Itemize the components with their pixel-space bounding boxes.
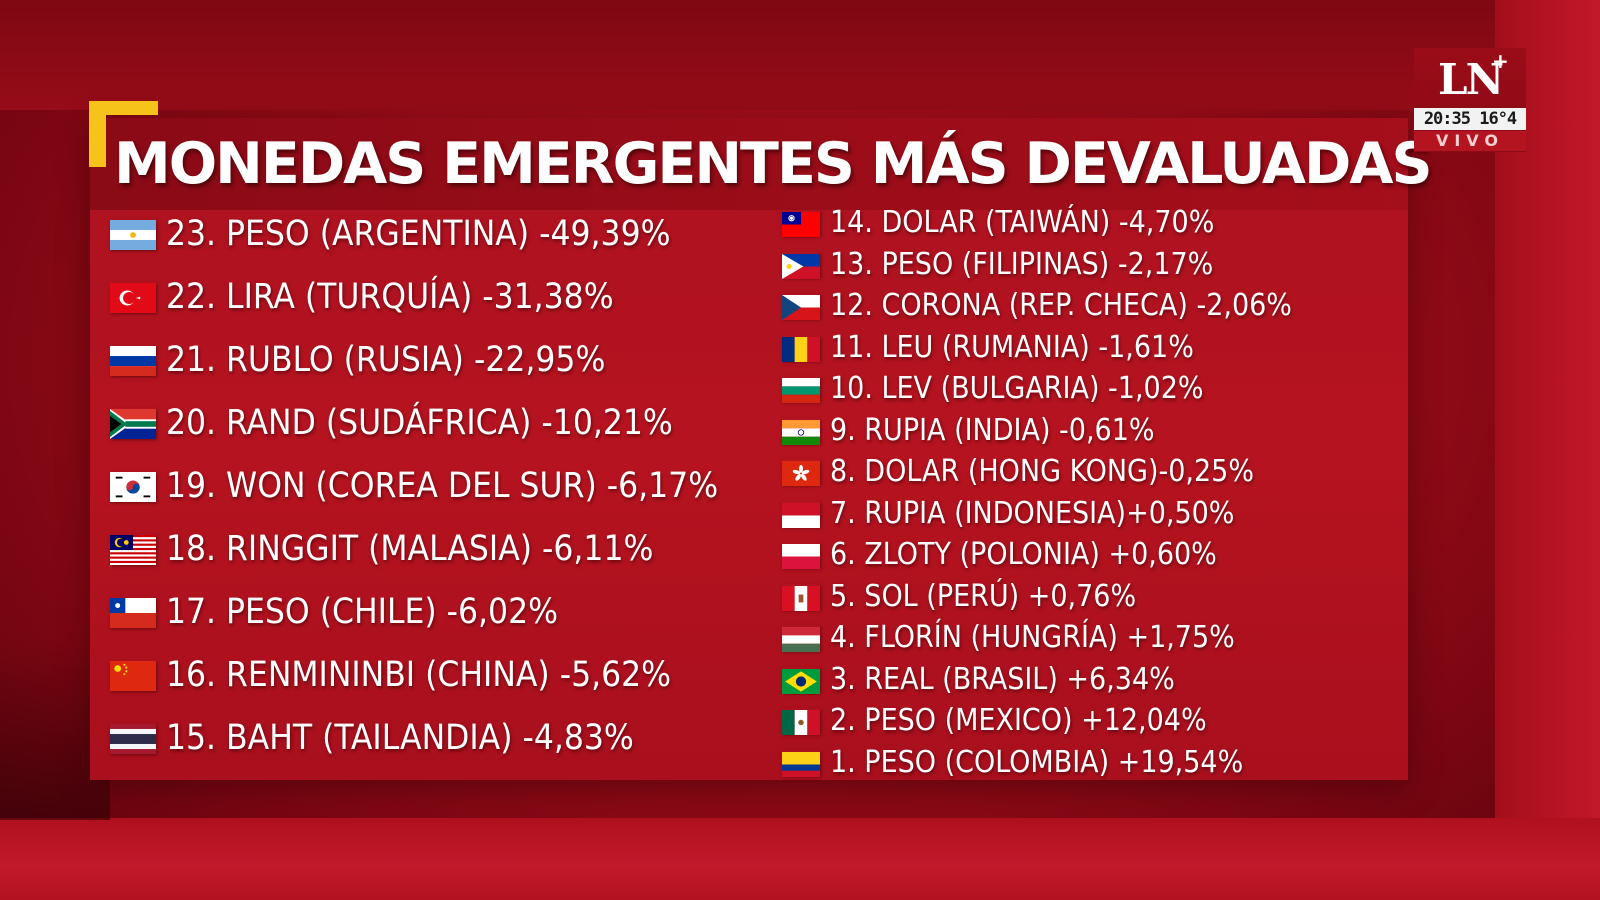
currency-label: 21. RUBLO (RUSIA) -22,95% bbox=[166, 339, 606, 380]
poland-flag-icon bbox=[782, 542, 820, 570]
currency-row: 14. DOLAR (TAIWÁN) -4,70% bbox=[782, 202, 1292, 244]
czech-flag-icon bbox=[782, 293, 820, 321]
currency-label: 2. PESO (MEXICO) +12,04% bbox=[830, 703, 1207, 739]
currency-label: 10. LEV (BULGARIA) -1,02% bbox=[830, 371, 1204, 407]
currency-row: 5. SOL (PERÚ) +0,76% bbox=[782, 576, 1292, 618]
indonesia-flag-icon bbox=[782, 501, 820, 528]
currency-label: 13. PESO (FILIPINAS) -2,17% bbox=[830, 246, 1214, 282]
currency-row: 4. FLORÍN (HUNGRÍA) +1,75% bbox=[782, 617, 1292, 659]
currency-row: 18. RINGGIT (MALASIA) -6,11% bbox=[110, 517, 718, 580]
currency-row: 9. RUPIA (INDIA) -0,61% bbox=[782, 410, 1292, 452]
south-korea-flag-icon bbox=[110, 471, 156, 502]
title-strip bbox=[90, 118, 1408, 210]
turkey-flag-icon bbox=[110, 282, 156, 313]
currency-row: 11. LEU (RUMANIA) -1,61% bbox=[782, 327, 1292, 369]
currency-row: 3. REAL (BRASIL) +6,34% bbox=[782, 659, 1292, 701]
background-bottom-band bbox=[0, 818, 1600, 900]
south-africa-flag-icon bbox=[110, 408, 156, 439]
currency-row: 13. PESO (FILIPINAS) -2,17% bbox=[782, 244, 1292, 286]
currency-label: 18. RINGGIT (MALASIA) -6,11% bbox=[166, 528, 654, 569]
currency-label: 16. RENMININBI (CHINA) -5,62% bbox=[166, 654, 672, 695]
currency-row: 7. RUPIA (INDONESIA)+0,50% bbox=[782, 493, 1292, 535]
currency-row: 1. PESO (COLOMBIA) +19,54% bbox=[782, 742, 1292, 784]
currency-label: 19. WON (COREA DEL SUR) -6,17% bbox=[166, 465, 719, 506]
brazil-flag-icon bbox=[782, 667, 820, 694]
channel-logo: LN bbox=[1438, 55, 1504, 104]
currency-list-right: 14. DOLAR (TAIWÁN) -4,70% 13. PESO (FILI… bbox=[782, 202, 1292, 783]
currency-label: 6. ZLOTY (POLONIA) +0,60% bbox=[830, 537, 1217, 573]
page-title: MONEDAS EMERGENTES MÁS DEVALUADAS bbox=[114, 131, 1433, 197]
currency-label: 17. PESO (CHILE) -6,02% bbox=[166, 591, 559, 632]
malaysia-flag-icon bbox=[110, 534, 156, 565]
currency-row: 8. DOLAR (HONG KONG)-0,25% bbox=[782, 451, 1292, 493]
currency-row: 23. PESO (ARGENTINA) -49,39% bbox=[110, 202, 718, 265]
romania-flag-icon bbox=[782, 335, 820, 362]
live-indicator: VIVO bbox=[1414, 131, 1526, 151]
currency-label: 20. RAND (SUDÁFRICA) -10,21% bbox=[166, 402, 673, 443]
chile-flag-icon bbox=[110, 597, 156, 628]
currency-row: 22. LIRA (TURQUÍA) -31,38% bbox=[110, 265, 718, 328]
background-top-band bbox=[0, 0, 1600, 110]
argentina-flag-icon bbox=[110, 219, 156, 250]
peru-flag-icon bbox=[782, 584, 820, 611]
currency-row: 21. RUBLO (RUSIA) -22,95% bbox=[110, 328, 718, 391]
currency-label: 9. RUPIA (INDIA) -0,61% bbox=[830, 412, 1155, 448]
currency-row: 16. RENMININBI (CHINA) -5,62% bbox=[110, 643, 718, 706]
currency-row: 15. BAHT (TAILANDIA) -4,83% bbox=[110, 706, 718, 769]
currency-label: 15. BAHT (TAILANDIA) -4,83% bbox=[166, 717, 634, 758]
corner-accent-horizontal bbox=[89, 101, 158, 115]
mexico-flag-icon bbox=[782, 708, 820, 736]
hungary-flag-icon bbox=[782, 625, 820, 653]
currency-label: 22. LIRA (TURQUÍA) -31,38% bbox=[166, 276, 614, 317]
currency-label: 11. LEU (RUMANIA) -1,61% bbox=[830, 329, 1194, 365]
philippines-flag-icon bbox=[782, 252, 820, 279]
currency-row: 10. LEV (BULGARIA) -1,02% bbox=[782, 368, 1292, 410]
currency-row: 6. ZLOTY (POLONIA) +0,60% bbox=[782, 534, 1292, 576]
currency-list-left: 23. PESO (ARGENTINA) -49,39% 22. LIRA (T… bbox=[110, 202, 718, 769]
currency-label: 4. FLORÍN (HUNGRÍA) +1,75% bbox=[830, 620, 1235, 656]
taiwan-flag-icon bbox=[782, 210, 820, 238]
currency-label: 12. CORONA (REP. CHECA) -2,06% bbox=[830, 288, 1292, 324]
currency-row: 12. CORONA (REP. CHECA) -2,06% bbox=[782, 285, 1292, 327]
currency-row: 19. WON (COREA DEL SUR) -6,17% bbox=[110, 454, 718, 517]
currency-label: 1. PESO (COLOMBIA) +19,54% bbox=[830, 744, 1244, 780]
colombia-flag-icon bbox=[782, 750, 820, 777]
currency-label: 3. REAL (BRASIL) +6,34% bbox=[830, 661, 1175, 697]
currency-label: 5. SOL (PERÚ) +0,76% bbox=[830, 578, 1137, 614]
india-flag-icon bbox=[782, 418, 820, 445]
currency-label: 8. DOLAR (HONG KONG)-0,25% bbox=[830, 454, 1254, 490]
clock-temperature: 20:35 16°4 bbox=[1414, 108, 1526, 130]
hong-kong-flag-icon bbox=[782, 459, 820, 487]
currency-label: 14. DOLAR (TAIWÁN) -4,70% bbox=[830, 205, 1215, 241]
content-panel bbox=[90, 118, 1408, 780]
bulgaria-flag-icon bbox=[782, 376, 820, 404]
russia-flag-icon bbox=[110, 345, 156, 376]
corner-accent-vertical bbox=[89, 101, 106, 167]
channel-logo-plus: + bbox=[1492, 49, 1509, 73]
currency-row: 2. PESO (MEXICO) +12,04% bbox=[782, 700, 1292, 742]
currency-label: 23. PESO (ARGENTINA) -49,39% bbox=[166, 213, 671, 254]
currency-label: 7. RUPIA (INDONESIA)+0,50% bbox=[830, 495, 1235, 531]
china-flag-icon bbox=[110, 660, 156, 691]
currency-row: 17. PESO (CHILE) -6,02% bbox=[110, 580, 718, 643]
currency-row: 20. RAND (SUDÁFRICA) -10,21% bbox=[110, 391, 718, 454]
thailand-flag-icon bbox=[110, 723, 156, 754]
